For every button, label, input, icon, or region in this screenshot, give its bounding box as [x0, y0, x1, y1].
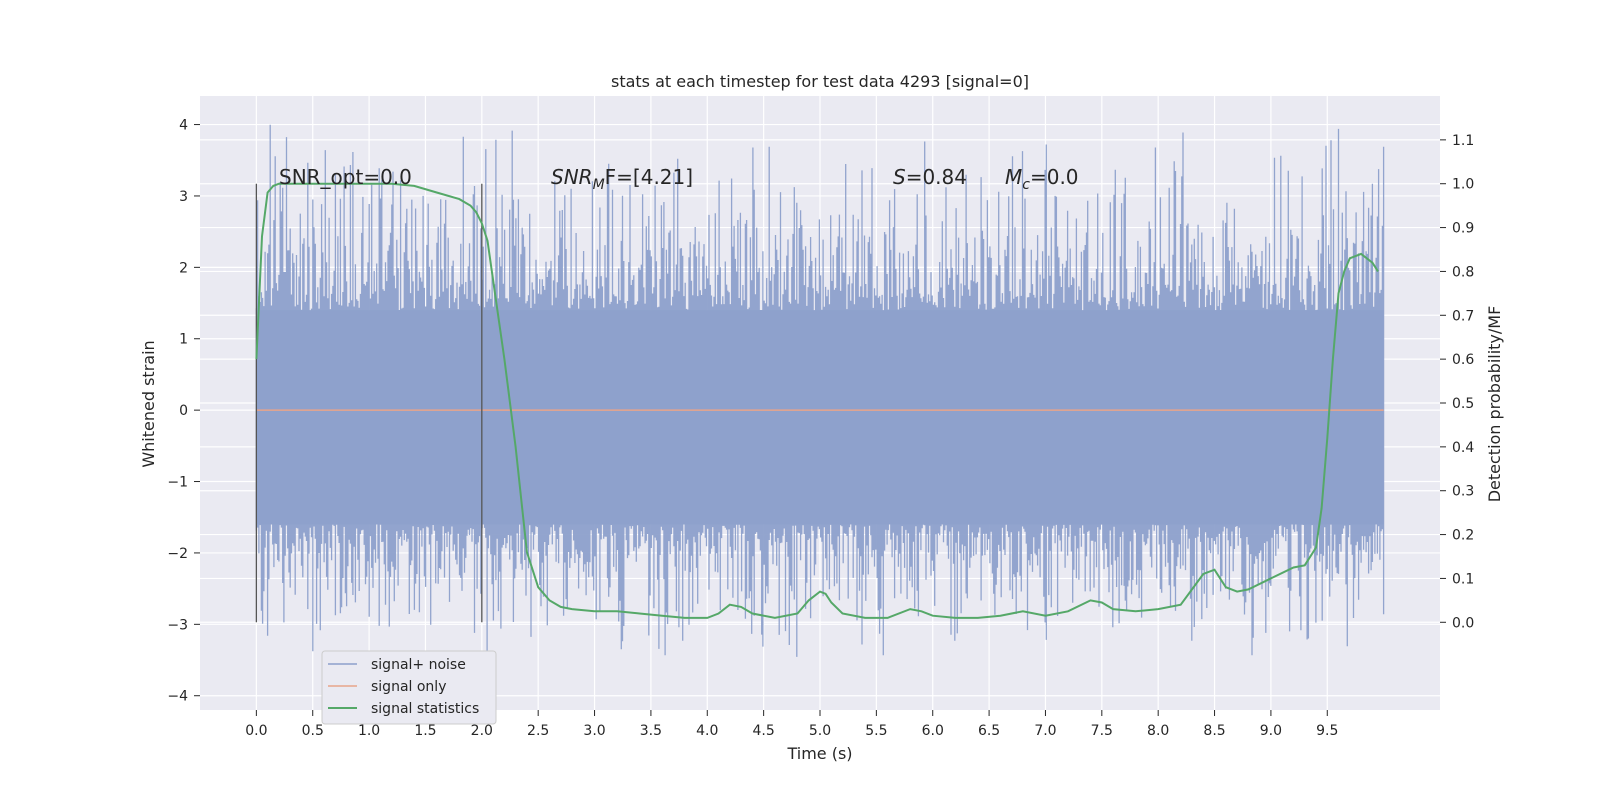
- x-tick-label: 8.5: [1203, 723, 1225, 739]
- y-right-tick-label: 0.5: [1452, 396, 1474, 412]
- x-tick-label: 6.5: [978, 723, 1000, 739]
- y-right-tick-label: 0.6: [1452, 352, 1474, 368]
- y-right-tick-label: 0.3: [1452, 484, 1474, 500]
- x-tick-label: 2.0: [471, 723, 493, 739]
- legend: signal+ noise signal only signal statist…: [321, 650, 497, 725]
- x-axis-label: Time (s): [786, 744, 852, 763]
- x-tick-label: 8.0: [1147, 723, 1169, 739]
- annotation-mc: Mc=0.0: [1005, 165, 1079, 193]
- y-right-tick-label: 0.0: [1452, 615, 1474, 631]
- x-tick-label: 7.5: [1091, 723, 1113, 739]
- y-left-tick-label: −2: [167, 546, 188, 562]
- series-signal-noise: [255, 124, 1385, 660]
- legend-box: [321, 650, 497, 725]
- x-tick-label: 9.5: [1316, 723, 1338, 739]
- annotation-mc-sub: c: [1022, 177, 1030, 193]
- y-left-tick-label: −1: [167, 475, 188, 491]
- annotation-mc-val: =0.0: [1030, 165, 1079, 189]
- annotation-snr-mf: SNRMF=[4.21]: [551, 165, 693, 193]
- x-tick-label: 1.0: [358, 723, 380, 739]
- legend-label-signal-noise: signal+ noise: [371, 657, 466, 673]
- y-right-tick-label: 0.1: [1452, 571, 1474, 587]
- y-right-tick-label: 0.8: [1452, 264, 1474, 280]
- x-tick-label: 3.0: [583, 723, 605, 739]
- y-axis-right-label: Detection probability/MF: [1485, 306, 1504, 503]
- x-tick-label: 5.0: [809, 723, 831, 739]
- legend-label-signal-only: signal only: [371, 679, 446, 695]
- y-left-tick-label: 4: [179, 118, 188, 134]
- annotation-s-var: S: [893, 165, 906, 189]
- y-right-tick-label: 0.7: [1452, 308, 1474, 324]
- y-left-tick-label: −3: [167, 617, 188, 633]
- x-tick-label: 1.5: [414, 723, 436, 739]
- x-tick-label: 0.5: [302, 723, 324, 739]
- annotation-s: S=0.84: [893, 165, 967, 189]
- window-markers: [255, 183, 483, 623]
- x-tick-label: 4.5: [753, 723, 775, 739]
- annotation-snr-mf-sub: M: [593, 177, 605, 193]
- x-tick-label: 0.0: [245, 723, 267, 739]
- x-tick-label: 3.5: [640, 723, 662, 739]
- x-axis-ticks: 0.0 0.5 1.0 1.5 2.0 2.5 3.0 3.5 4.0 4.5 5.0 5.5 6.0 6…: [245, 710, 1338, 739]
- x-tick-label: 6.0: [922, 723, 944, 739]
- y-axis-left-label: Whitened strain: [139, 340, 158, 467]
- y-right-tick-label: 0.4: [1452, 440, 1474, 456]
- x-tick-label: 9.0: [1260, 723, 1282, 739]
- annotation-mc-var: M: [1005, 165, 1022, 189]
- series-signal-statistics: [255, 182, 1379, 619]
- y-right-tick-label: 1.1: [1452, 133, 1474, 149]
- x-tick-label: 7.0: [1034, 723, 1056, 739]
- y-left-tick-label: −4: [167, 689, 188, 705]
- annotation-snr-opt: SNR_opt=0.0: [279, 165, 412, 189]
- y-left-tick-label: 3: [179, 189, 188, 205]
- legend-label-signal-statistics: signal statistics: [371, 701, 479, 717]
- x-tick-label: 5.5: [865, 723, 887, 739]
- y-axis-right-ticks: 1.1 1.0 0.9 0.8 0.7 0.6 0.5 0.4 0.3 0.2 0.1 0.0: [1440, 133, 1474, 631]
- y-left-tick-label: 2: [179, 260, 188, 276]
- chart-title: stats at each timestep for test data 429…: [611, 72, 1029, 91]
- y-right-tick-label: 0.9: [1452, 221, 1474, 237]
- y-right-tick-label: 1.0: [1452, 177, 1474, 193]
- y-left-tick-label: 1: [179, 332, 188, 348]
- annotation-s-val: =0.84: [906, 165, 967, 189]
- annotation-snr-mf-main: SNR: [551, 165, 593, 189]
- x-tick-label: 4.0: [696, 723, 718, 739]
- y-left-tick-label: 0: [179, 403, 188, 419]
- x-tick-label: 2.5: [527, 723, 549, 739]
- y-right-tick-label: 0.2: [1452, 528, 1474, 544]
- y-axis-left-ticks: 4 3 2 1 0 −1 −2 −3 −4: [167, 118, 200, 705]
- annotation-snr-mf-rest: F=[4.21]: [605, 165, 693, 189]
